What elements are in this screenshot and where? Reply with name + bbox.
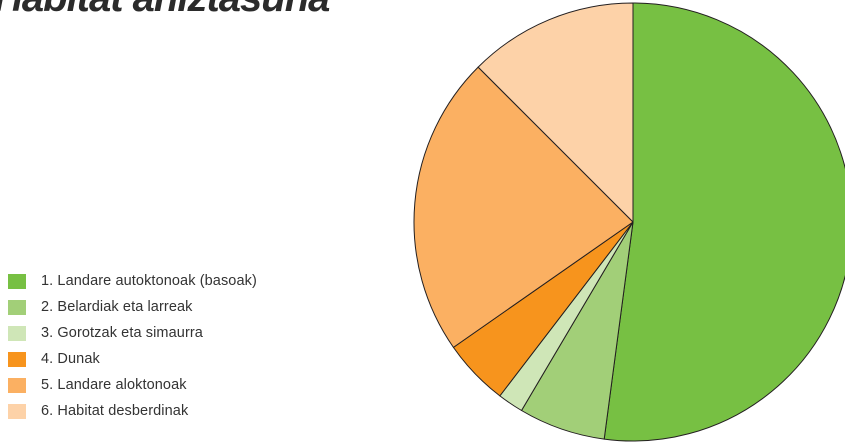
pie-slice-1 — [604, 3, 845, 441]
